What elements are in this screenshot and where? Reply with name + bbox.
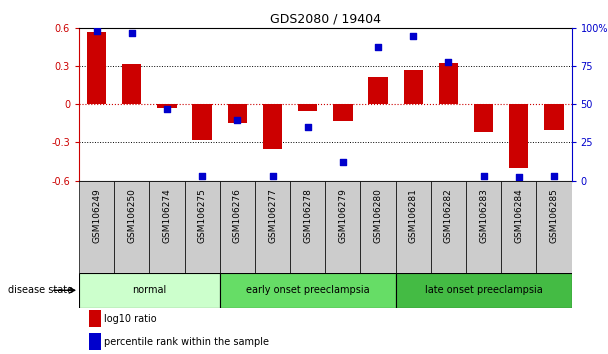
Bar (404, 70, 423, 104)
Bar (150, 181, 185, 273)
Point (92, 29, 102, 34)
Text: GSM106277: GSM106277 (268, 188, 277, 243)
Bar (263, 104, 282, 149)
Bar (396, 273, 572, 308)
Text: early onset preeclampsia: early onset preeclampsia (246, 285, 370, 295)
Point (127, 30, 137, 36)
Bar (219, 181, 255, 273)
Point (514, 175, 523, 180)
Text: GSM106278: GSM106278 (303, 188, 312, 243)
Point (197, 173, 207, 179)
Text: GSM106250: GSM106250 (127, 188, 136, 243)
Bar (333, 104, 353, 121)
Bar (89, 310, 101, 327)
Text: late onset preeclampsia: late onset preeclampsia (425, 285, 542, 295)
Text: GSM106279: GSM106279 (339, 188, 347, 243)
Text: GSM106282: GSM106282 (444, 188, 453, 242)
Point (373, 44, 383, 50)
Bar (89, 333, 101, 350)
Bar (474, 104, 493, 132)
Bar (114, 181, 150, 273)
Text: GSM106281: GSM106281 (409, 188, 418, 243)
Bar (193, 104, 212, 140)
Text: GSM106275: GSM106275 (198, 188, 207, 243)
Point (268, 173, 277, 179)
Point (303, 125, 313, 130)
Point (232, 117, 242, 122)
Text: percentile rank within the sample: percentile rank within the sample (103, 337, 269, 347)
Point (549, 173, 559, 179)
Bar (396, 181, 431, 273)
Text: GSM106249: GSM106249 (92, 188, 101, 242)
Bar (325, 181, 361, 273)
Text: normal: normal (133, 285, 167, 295)
Text: GSM106283: GSM106283 (479, 188, 488, 243)
Point (162, 106, 172, 112)
Bar (79, 273, 219, 308)
Point (443, 59, 453, 65)
Bar (298, 104, 317, 111)
Bar (509, 104, 528, 168)
Text: GSM106274: GSM106274 (162, 188, 171, 242)
Text: disease state: disease state (8, 285, 73, 295)
Point (409, 33, 418, 39)
Text: GSM106284: GSM106284 (514, 188, 523, 242)
Point (478, 173, 488, 179)
Bar (157, 104, 177, 108)
Bar (255, 181, 290, 273)
Text: log10 ratio: log10 ratio (103, 314, 156, 324)
Bar (87, 32, 106, 104)
Bar (501, 181, 536, 273)
Bar (361, 181, 396, 273)
Text: GSM106280: GSM106280 (373, 188, 382, 243)
Bar (439, 63, 458, 104)
Bar (290, 181, 325, 273)
Bar (431, 181, 466, 273)
Title: GDS2080 / 19404: GDS2080 / 19404 (270, 13, 381, 26)
Bar (227, 104, 247, 124)
Bar (466, 181, 501, 273)
Bar (219, 273, 396, 308)
Bar (536, 181, 572, 273)
Bar (544, 104, 564, 130)
Bar (368, 76, 388, 104)
Bar (79, 181, 114, 273)
Bar (185, 181, 219, 273)
Text: GSM106276: GSM106276 (233, 188, 242, 243)
Bar (122, 64, 142, 104)
Point (338, 159, 348, 165)
Text: GSM106285: GSM106285 (550, 188, 558, 243)
